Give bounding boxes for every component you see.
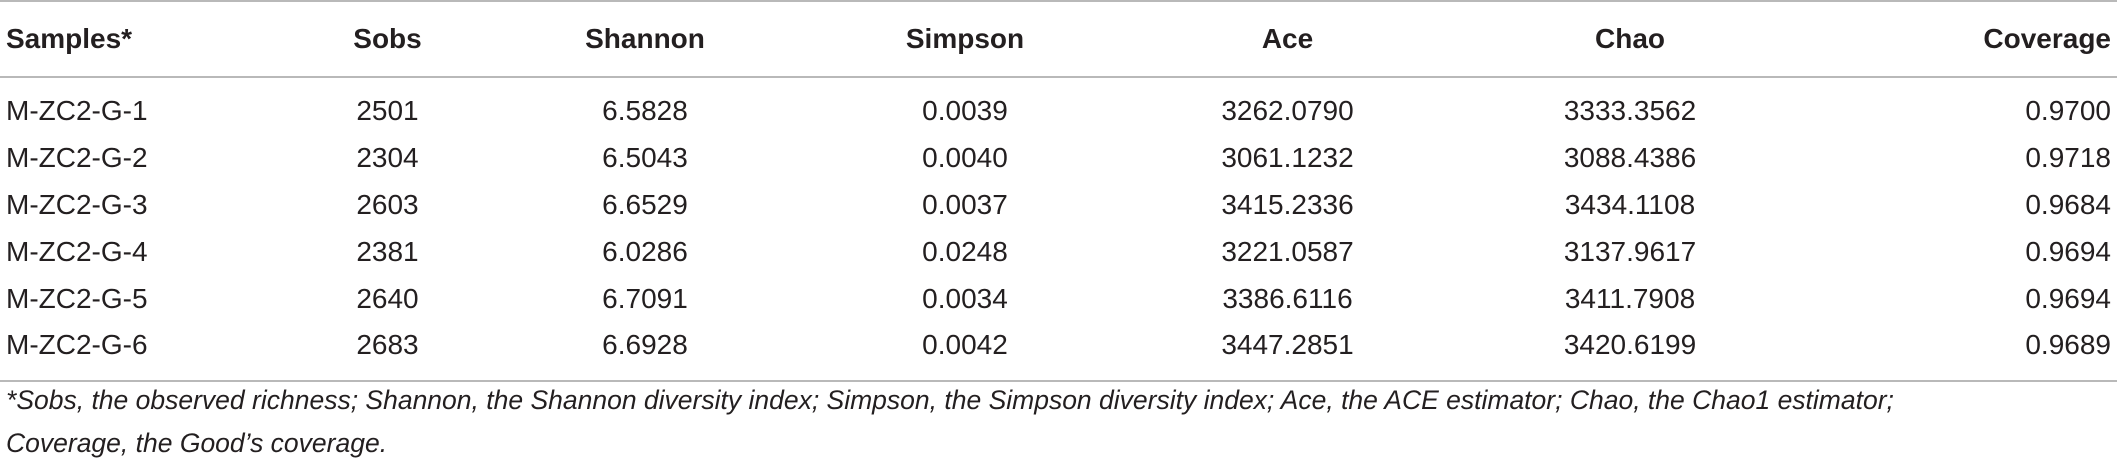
cell-chao: 3420.6199: [1460, 322, 1800, 382]
cell-sobs: 2683: [300, 322, 475, 382]
cell-coverage: 0.9694: [2025, 235, 2111, 267]
cell-chao: 3088.4386: [1563, 141, 1697, 173]
cell-coverage: 0.9684: [2025, 188, 2111, 220]
cell-shannon: 6.7091: [602, 282, 688, 314]
cell-shannon: 6.6529: [602, 188, 688, 220]
cell-shannon: 6.5828: [602, 95, 688, 126]
cell-simpson: 0.0248: [922, 235, 1008, 267]
table-row: M-ZC2-G-1 2501 6.5828 0.0039 3262.0790 3…: [0, 77, 2117, 134]
header-coverage: Coverage: [1800, 0, 2117, 78]
table-row: M-ZC2-G-6 2683 6.6928 0.0042 3447.2851 3…: [0, 322, 2117, 382]
cell-chao: 3137.9617: [1563, 235, 1697, 267]
cell-sample: M-ZC2-G-6: [0, 322, 300, 382]
diversity-table-container: Samples* Sobs Shannon Simpson Ace Chao C…: [0, 0, 2117, 382]
cell-chao: 3434.1108: [1564, 188, 1696, 220]
cell-coverage: 0.9718: [2025, 141, 2111, 173]
cell-ace: 3061.1232: [1221, 141, 1354, 173]
cell-simpson: 0.0042: [815, 322, 1115, 382]
table-footnote: *Sobs, the observed richness; Shannon, t…: [6, 379, 2106, 465]
cell-shannon: 6.5043: [602, 141, 688, 173]
cell-sobs: 2603: [356, 188, 419, 220]
header-sobs: Sobs: [300, 0, 475, 78]
header-shannon: Shannon: [475, 0, 815, 78]
cell-sample: M-ZC2-G-1: [6, 95, 148, 126]
cell-simpson: 0.0034: [922, 282, 1008, 314]
header-chao: Chao: [1460, 0, 1800, 78]
cell-coverage: 0.9700: [2025, 95, 2111, 126]
footnote-line-1: *Sobs, the observed richness; Shannon, t…: [6, 385, 1894, 415]
cell-sobs: 2640: [356, 282, 419, 314]
header-samples: Samples*: [0, 0, 300, 78]
cell-coverage: 0.9694: [2025, 282, 2111, 314]
cell-simpson: 0.0040: [922, 141, 1008, 173]
cell-chao: 3333.3562: [1563, 95, 1697, 126]
cell-shannon: 6.6928: [475, 322, 815, 382]
cell-ace: 3415.2336: [1221, 188, 1354, 220]
cell-sample: M-ZC2-G-3: [6, 188, 148, 220]
header-simpson: Simpson: [815, 0, 1115, 78]
table-row: M-ZC2-G-5 2640 6.7091 0.0034 3386.6116 3…: [0, 275, 2117, 322]
table-row: M-ZC2-G-2 2304 6.5043 0.0040 3061.1232 3…: [0, 134, 2117, 181]
table-row: M-ZC2-G-4 2381 6.0286 0.0248 3221.0587 3…: [0, 228, 2117, 275]
cell-chao: 3411.7908: [1564, 282, 1696, 314]
table-row: M-ZC2-G-3 2603 6.6529 0.0037 3415.2336 3…: [0, 181, 2117, 228]
cell-ace: 3221.0587: [1221, 235, 1354, 267]
cell-sample: M-ZC2-G-4: [6, 235, 148, 267]
diversity-table: Samples* Sobs Shannon Simpson Ace Chao C…: [0, 0, 2117, 382]
cell-simpson: 0.0039: [922, 95, 1008, 126]
cell-sobs: 2304: [356, 141, 419, 173]
cell-sobs: 2501: [356, 95, 419, 126]
header-ace: Ace: [1115, 0, 1460, 78]
cell-coverage: 0.9689: [1800, 322, 2117, 382]
cell-ace: 3262.0790: [1221, 95, 1354, 126]
cell-simpson: 0.0037: [922, 188, 1008, 220]
cell-sample: M-ZC2-G-5: [6, 282, 148, 314]
cell-ace: 3447.2851: [1115, 322, 1460, 382]
cell-shannon: 6.0286: [602, 235, 688, 267]
cell-sample: M-ZC2-G-2: [6, 141, 148, 173]
cell-sobs: 2381: [356, 235, 419, 267]
header-row: Samples* Sobs Shannon Simpson Ace Chao C…: [0, 0, 2117, 78]
footnote-line-2: Coverage, the Good’s coverage.: [6, 428, 388, 458]
cell-ace: 3386.6116: [1222, 282, 1353, 314]
